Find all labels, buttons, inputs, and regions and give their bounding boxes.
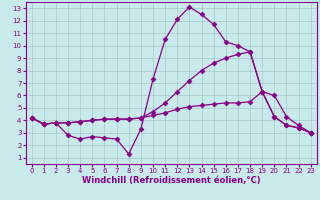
X-axis label: Windchill (Refroidissement éolien,°C): Windchill (Refroidissement éolien,°C): [82, 176, 260, 185]
